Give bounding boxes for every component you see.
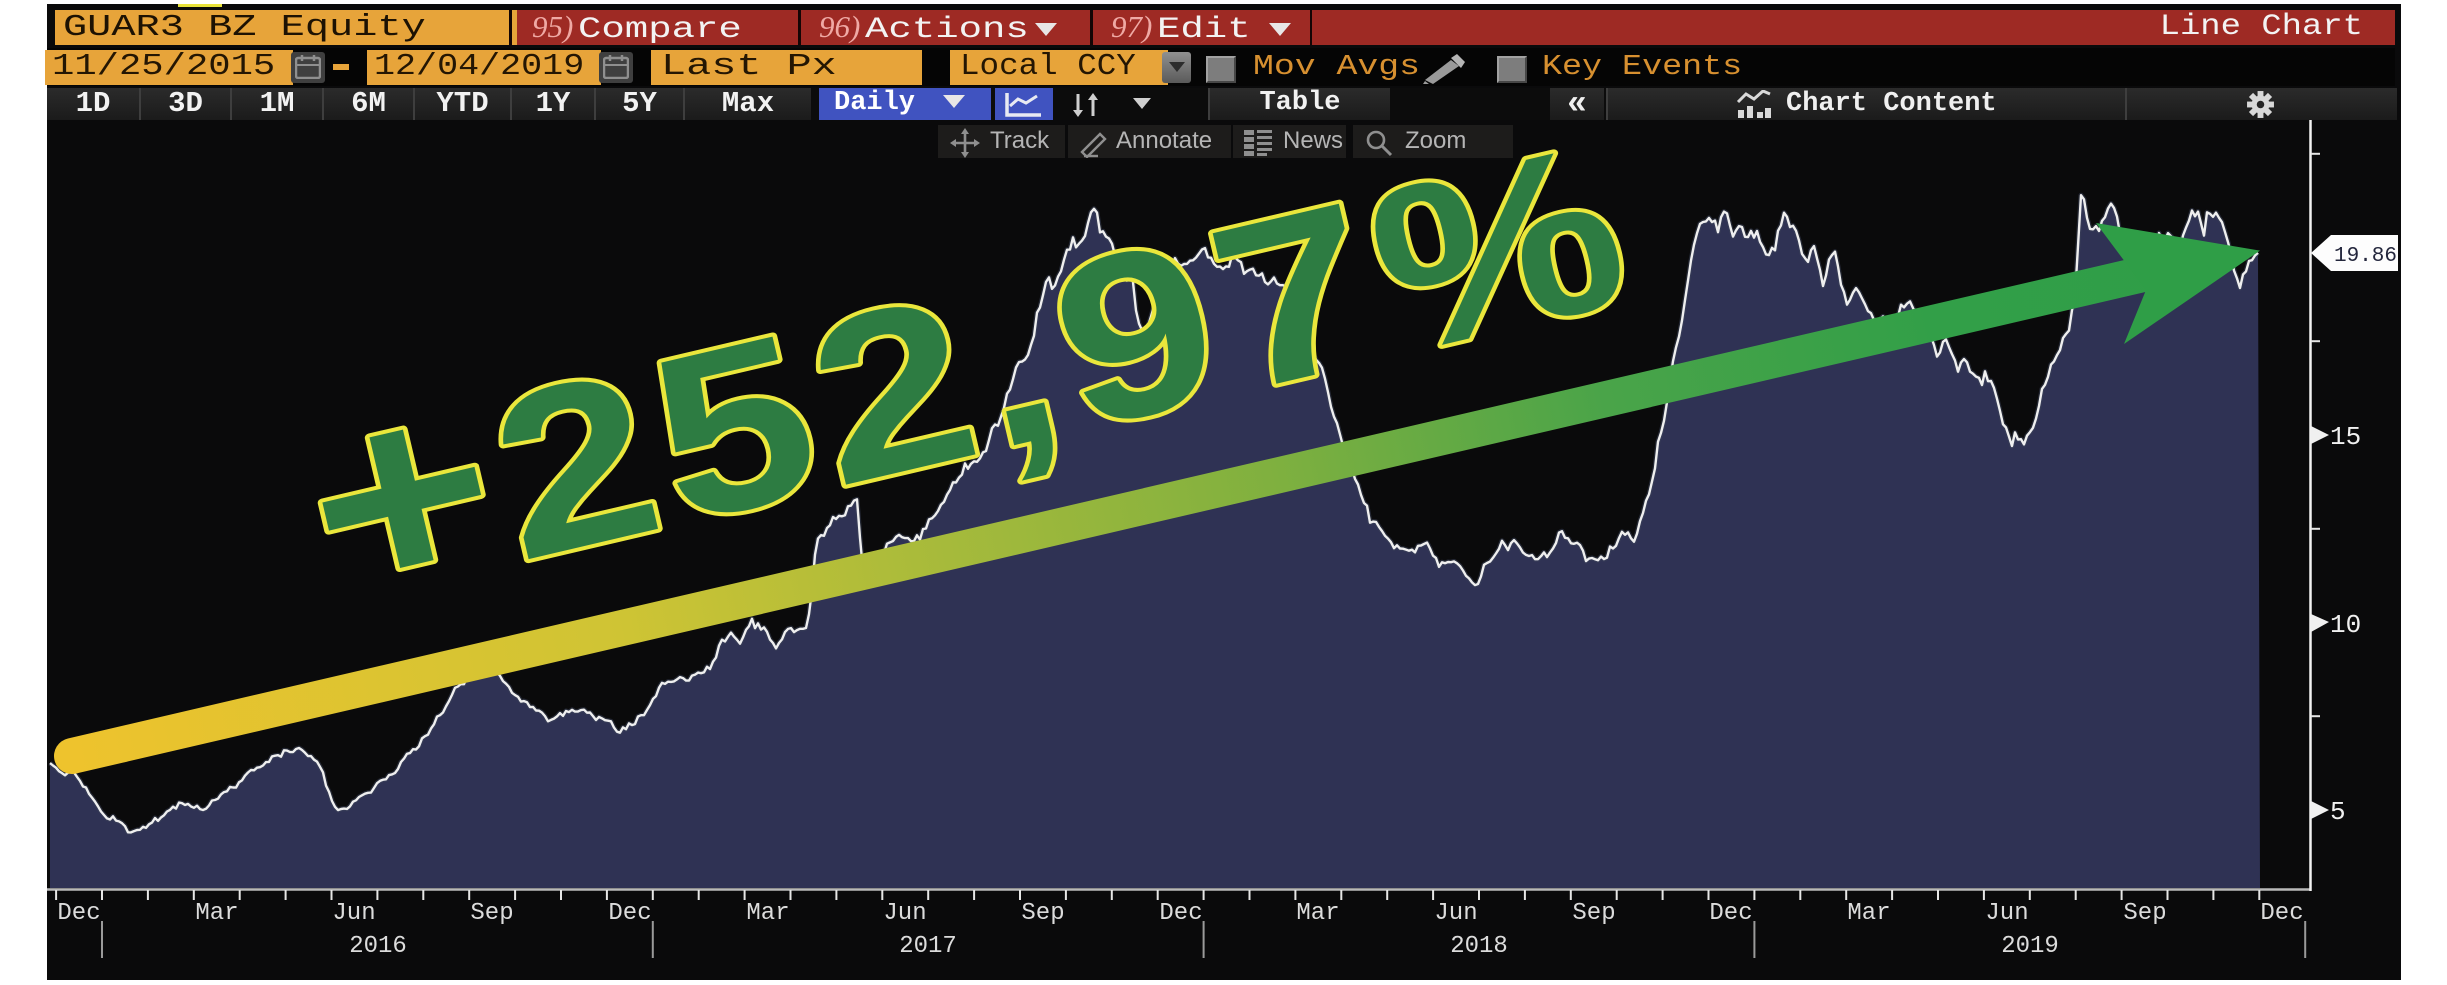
- svg-text:Sep: Sep: [2123, 900, 2166, 927]
- svg-text:Mar: Mar: [746, 900, 789, 927]
- svg-text:Mar: Mar: [1847, 900, 1890, 927]
- svg-text:Jun: Jun: [1985, 900, 2028, 927]
- svg-text:Jun: Jun: [1434, 900, 1477, 927]
- svg-text:2016: 2016: [349, 933, 407, 960]
- svg-text:2019: 2019: [2001, 933, 2059, 960]
- svg-text:19.86: 19.86: [2334, 245, 2397, 268]
- svg-text:Sep: Sep: [1572, 900, 1615, 927]
- svg-text:Jun: Jun: [883, 900, 926, 927]
- svg-text:Mar: Mar: [195, 900, 238, 927]
- svg-text:Dec: Dec: [2260, 900, 2303, 927]
- svg-text:Dec: Dec: [1159, 900, 1202, 927]
- svg-text:Dec: Dec: [608, 900, 651, 927]
- svg-text:2017: 2017: [899, 933, 957, 960]
- svg-text:2018: 2018: [1450, 933, 1508, 960]
- svg-text:10: 10: [2330, 610, 2361, 640]
- svg-text:Dec: Dec: [57, 900, 100, 927]
- svg-text:Mar: Mar: [1296, 900, 1339, 927]
- svg-text:Sep: Sep: [470, 900, 513, 927]
- svg-text:Sep: Sep: [1021, 900, 1064, 927]
- svg-text:Dec: Dec: [1709, 900, 1752, 927]
- svg-text:Jun: Jun: [332, 900, 375, 927]
- svg-text:15: 15: [2330, 422, 2361, 452]
- svg-text:5: 5: [2330, 797, 2346, 827]
